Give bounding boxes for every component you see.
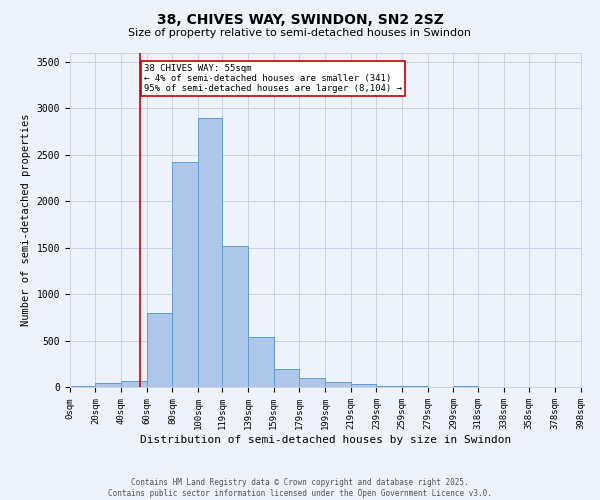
Text: 38 CHIVES WAY: 55sqm
← 4% of semi-detached houses are smaller (341)
95% of semi-: 38 CHIVES WAY: 55sqm ← 4% of semi-detach… — [144, 64, 402, 94]
Bar — [325, 382, 351, 388]
Bar — [95, 383, 121, 388]
Bar — [454, 386, 478, 388]
Bar — [147, 313, 172, 388]
Bar — [248, 337, 274, 388]
Bar — [223, 246, 248, 388]
Bar — [274, 369, 299, 388]
Bar — [402, 386, 428, 388]
Text: 38, CHIVES WAY, SWINDON, SN2 2SZ: 38, CHIVES WAY, SWINDON, SN2 2SZ — [157, 12, 443, 26]
Text: Size of property relative to semi-detached houses in Swindon: Size of property relative to semi-detach… — [128, 28, 472, 38]
Bar — [70, 386, 95, 388]
Y-axis label: Number of semi-detached properties: Number of semi-detached properties — [21, 114, 31, 326]
Bar — [121, 381, 147, 388]
X-axis label: Distribution of semi-detached houses by size in Swindon: Distribution of semi-detached houses by … — [140, 435, 511, 445]
Bar — [198, 118, 223, 388]
Bar — [376, 386, 402, 388]
Bar — [299, 378, 325, 388]
Text: Contains HM Land Registry data © Crown copyright and database right 2025.
Contai: Contains HM Land Registry data © Crown c… — [108, 478, 492, 498]
Bar — [172, 162, 198, 388]
Bar — [351, 384, 376, 388]
